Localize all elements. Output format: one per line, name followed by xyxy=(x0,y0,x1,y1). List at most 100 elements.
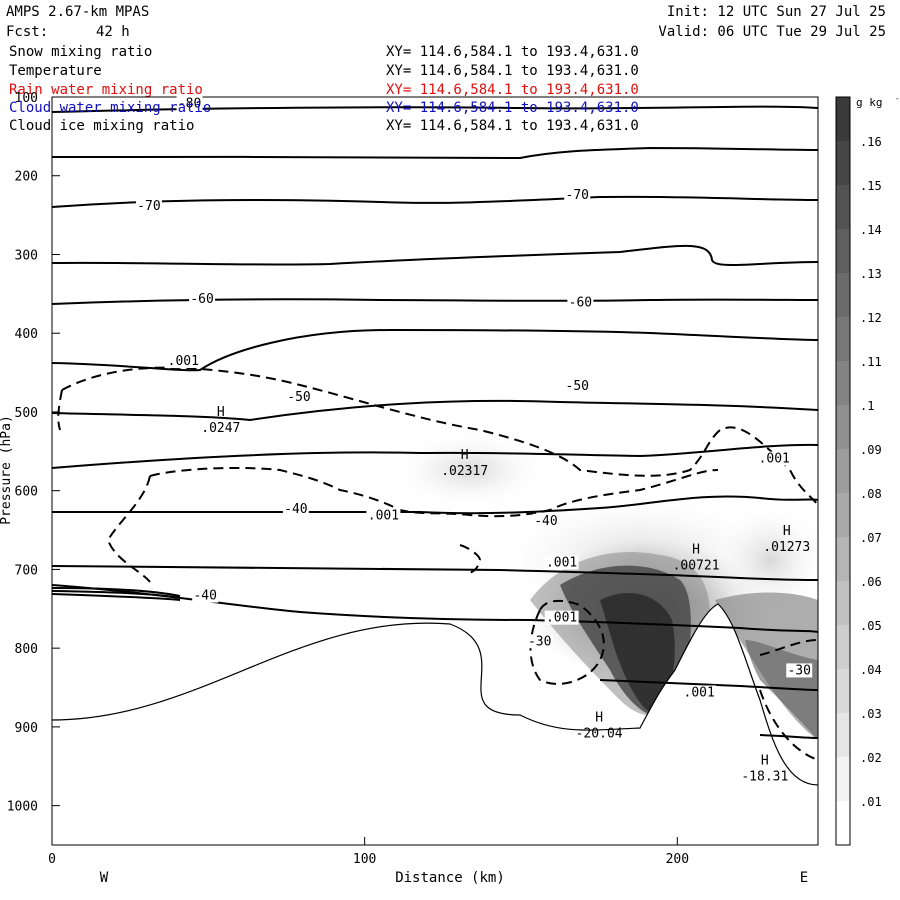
contour-label-bg xyxy=(166,353,201,368)
colorbar-label: .09 xyxy=(860,443,882,457)
isotherm-label-bg xyxy=(564,187,591,202)
isotherm-label: -30 xyxy=(787,663,810,678)
colorbar-swatch xyxy=(836,581,850,625)
colorbar-unit: g kg xyxy=(856,96,883,109)
y-axis: 100 200 300 400 500 600 700 800 900 1000 xyxy=(7,91,60,815)
isotherm-label: -80 xyxy=(178,97,201,112)
colorbar-label: .07 xyxy=(860,531,882,545)
isotherm-label: -60 xyxy=(569,296,592,311)
variable-snow-xy: XY= 114.6,584.1 to 193.4,631.0 xyxy=(386,44,639,60)
isotherm-label-bg xyxy=(564,379,591,394)
colorbar-swatch xyxy=(836,757,850,801)
variable-temperature-xy: XY= 114.6,584.1 to 193.4,631.0 xyxy=(386,63,639,79)
variable-rain: Rain water mixing ratio xyxy=(9,82,203,98)
y-axis-title: Pressure (hPa) xyxy=(0,415,14,525)
colorbar-swatch xyxy=(836,141,850,185)
colorbar-unit-exponent: -1 xyxy=(895,94,900,103)
contour-label-bg xyxy=(366,508,401,523)
variable-rain-xy: XY= 114.6,584.1 to 193.4,631.0 xyxy=(386,82,639,98)
extremum-marker: H xyxy=(692,543,700,558)
colorbar: .01 .02 .03 .04 .05 .06 .07 .08 .09 .1 .11 .12 .13 .1… xyxy=(835,94,900,846)
plot-frame xyxy=(51,96,819,846)
extremum-marker: H xyxy=(217,405,225,420)
y-tick-label: 700 xyxy=(15,563,38,578)
y-tick-label: 800 xyxy=(15,642,38,657)
colorbar-swatch xyxy=(836,713,850,757)
variable-cloud-ice: Cloud ice mixing ratio xyxy=(9,118,195,134)
extremum-value: -18.31 xyxy=(741,770,788,785)
x-axis-title: Distance (km) xyxy=(395,870,505,886)
extremum-marker: H xyxy=(761,754,769,769)
isotherm-label: -30 xyxy=(528,634,551,649)
x-tick-label: 100 xyxy=(353,852,376,867)
colorbar-label: .1 xyxy=(860,399,874,413)
colorbar-label: .05 xyxy=(860,619,882,633)
colorbar-label: .13 xyxy=(860,267,882,281)
contour-label-bg xyxy=(544,610,579,625)
colorbar-label: .16 xyxy=(860,135,882,149)
isotherm-lines xyxy=(52,105,818,739)
y-tick-label: 100 xyxy=(15,91,38,106)
isotherm-label-bg xyxy=(176,96,203,111)
colorbar-label: .06 xyxy=(860,575,882,589)
isotherm-label-bg xyxy=(532,513,559,528)
terrain-line xyxy=(51,603,819,786)
extremum-marker: H xyxy=(783,524,791,539)
variable-temperature: Temperature xyxy=(9,63,102,79)
colorbar-swatch xyxy=(836,273,850,317)
contour-label-bg xyxy=(757,451,792,466)
colorbar-label: .14 xyxy=(860,223,882,237)
cloud-ice-dashed-contours xyxy=(57,366,818,761)
isotherm-label: -70 xyxy=(566,188,589,203)
colorbar-swatch xyxy=(836,493,850,537)
colorbar-label: .12 xyxy=(860,311,882,325)
colorbar-label: .02 xyxy=(860,751,882,765)
colorbar-swatch xyxy=(836,449,850,493)
contour-labels: -80 -70 -70 -60 -60 -50 -50 -40 -40 -40 -30 -30 .001… xyxy=(135,96,813,785)
east-label: E xyxy=(800,870,808,886)
isotherm-label: -40 xyxy=(284,502,307,517)
y-tick-label: 400 xyxy=(15,327,38,342)
isotherm-label-bg xyxy=(567,295,594,310)
y-tick-label: 1000 xyxy=(7,800,38,815)
y-tick-label: 600 xyxy=(15,485,38,500)
variable-snow: Snow mixing ratio xyxy=(9,44,153,60)
contour-label: .001 xyxy=(368,508,399,523)
extremum-value: .00721 xyxy=(673,559,720,574)
x-tick-label: 0 xyxy=(48,852,56,867)
colorbar-frame xyxy=(835,96,851,846)
colorbar-swatch xyxy=(836,625,850,669)
isotherm-label: -60 xyxy=(190,292,213,307)
isotherm-label-bg xyxy=(135,198,162,213)
extremum-value: .02317 xyxy=(441,464,488,479)
forecast-hours: 42 h xyxy=(96,24,130,40)
y-tick-label: 900 xyxy=(15,721,38,736)
isotherm-label-bg xyxy=(189,291,216,306)
isotherm-label: -50 xyxy=(287,390,310,405)
colorbar-label: .04 xyxy=(860,663,882,677)
variable-cloud-water: Cloud water mixing ratio xyxy=(9,100,212,116)
forecast-label: Fcst: xyxy=(6,24,49,40)
colorbar-label: .03 xyxy=(860,707,882,721)
colorbar-swatch xyxy=(836,97,850,141)
colorbar-swatch xyxy=(836,669,850,713)
isotherm-label: -70 xyxy=(137,199,160,214)
colorbar-swatch xyxy=(836,405,850,449)
colorbar-swatch xyxy=(836,361,850,405)
snow-shading xyxy=(52,430,818,845)
extremum-marker: H xyxy=(595,710,603,725)
isotherm-label-bg xyxy=(282,502,309,517)
valid-time: Valid: 06 UTC Tue 29 Jul 25 xyxy=(658,24,886,40)
extremum-marker: H xyxy=(461,448,469,463)
isotherm-label: -40 xyxy=(534,514,557,529)
isotherm-label-bg xyxy=(786,663,813,678)
isotherm-label-bg xyxy=(192,588,219,603)
y-tick-label: 200 xyxy=(15,170,38,185)
colorbar-label: .08 xyxy=(860,487,882,501)
variable-cloud-water-xy: XY= 114.6,584.1 to 193.4,631.0 xyxy=(386,100,639,116)
x-axis: 0 100 200 xyxy=(48,837,689,867)
contour-label-bg xyxy=(544,555,579,570)
contour-label: .001 xyxy=(168,354,199,369)
init-time: Init: 12 UTC Sun 27 Jul 25 xyxy=(666,4,886,20)
